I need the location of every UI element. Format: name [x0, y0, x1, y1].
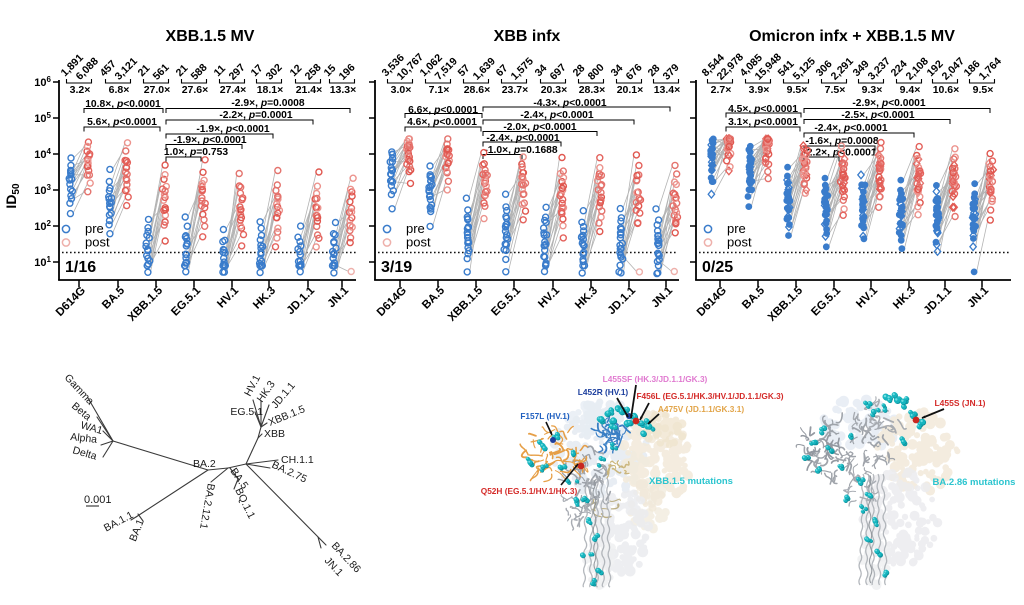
svg-text:1.0×, p=0.753: 1.0×, p=0.753 [164, 147, 228, 158]
svg-text:-2.4×, p<0.0001: -2.4×, p<0.0001 [814, 123, 888, 134]
svg-text:9.3×: 9.3× [862, 84, 883, 96]
svg-text:Alpha: Alpha [70, 431, 98, 446]
svg-text:28.3×: 28.3× [579, 84, 606, 96]
svg-text:5.6×, p<0.0001: 5.6×, p<0.0001 [87, 117, 157, 128]
svg-text:4.5×, p<0.0001: 4.5×, p<0.0001 [728, 104, 798, 115]
svg-text:27.4×: 27.4× [220, 84, 247, 96]
svg-text:-2.2×, p<0.0001: -2.2×, p<0.0001 [803, 148, 877, 159]
svg-text:L452R (HV.1): L452R (HV.1) [578, 387, 629, 397]
svg-text:0.001: 0.001 [84, 494, 112, 506]
svg-text:9.5×: 9.5× [787, 84, 808, 96]
svg-text:Omicron infx + XBB.1.5 MV: Omicron infx + XBB.1.5 MV [749, 28, 955, 45]
svg-text:WA1: WA1 [79, 419, 104, 437]
svg-text:-2.5×, p<0.0001: -2.5×, p<0.0001 [841, 110, 915, 121]
svg-text:-2.4×, p<0.0001: -2.4×, p<0.0001 [520, 110, 594, 121]
svg-text:BA.2.86 mutations: BA.2.86 mutations [933, 477, 1016, 488]
svg-text:pre: pre [406, 221, 425, 236]
svg-text:-1.0×, p=0.1688: -1.0×, p=0.1688 [484, 145, 558, 156]
svg-text:post: post [406, 235, 431, 250]
svg-text:0/25: 0/25 [702, 259, 733, 276]
svg-text:post: post [85, 235, 110, 250]
svg-text:L455SF (HK.3/JD.1.1/GK.3): L455SF (HK.3/JD.1.1/GK.3) [603, 374, 708, 384]
svg-text:-2.4×, p<0.0001: -2.4×, p<0.0001 [486, 133, 560, 144]
svg-text:6.8×: 6.8× [109, 84, 130, 96]
svg-text:-2.9×, p<0.0001: -2.9×, p<0.0001 [852, 98, 926, 109]
svg-text:XBB: XBB [264, 428, 285, 440]
svg-text:-1.6×, p=0.0008: -1.6×, p=0.0008 [805, 136, 879, 147]
svg-text:20.1×: 20.1× [617, 84, 644, 96]
svg-text:Q52H (EG.5.1/HV.1/HK.3): Q52H (EG.5.1/HV.1/HK.3) [481, 486, 578, 496]
svg-text:21.4×: 21.4× [296, 84, 323, 96]
svg-text:A475V (JD.1.1/GK.3.1): A475V (JD.1.1/GK.3.1) [658, 404, 744, 414]
svg-text:9.5×: 9.5× [973, 84, 994, 96]
svg-text:pre: pre [727, 221, 746, 236]
svg-text:EG.5.1: EG.5.1 [230, 406, 263, 418]
svg-text:10.8×, p<0.0001: 10.8×, p<0.0001 [85, 99, 161, 110]
svg-text:20.3×: 20.3× [541, 84, 568, 96]
svg-text:13.4×: 13.4× [654, 84, 681, 96]
svg-text:CH.1.1: CH.1.1 [281, 454, 314, 466]
svg-text:F456L (EG.5.1/HK.3/HV.1/JD.1.1: F456L (EG.5.1/HK.3/HV.1/JD.1.1/GK.3) [636, 391, 783, 401]
svg-text:3.2×: 3.2× [70, 84, 91, 96]
svg-text:6.6×, p<0.0001: 6.6×, p<0.0001 [408, 105, 478, 116]
svg-text:-2.9×, p=0.0008: -2.9×, p=0.0008 [231, 98, 305, 109]
svg-text:XBB.1.5 mutations: XBB.1.5 mutations [649, 476, 733, 487]
svg-text:2.7×: 2.7× [711, 84, 732, 96]
svg-text:XBB.1.5 MV: XBB.1.5 MV [166, 28, 255, 45]
svg-text:7.1×: 7.1× [429, 84, 450, 96]
svg-text:4.6×, p<0.0001: 4.6×, p<0.0001 [407, 117, 477, 128]
svg-text:1/16: 1/16 [65, 259, 96, 276]
svg-text:28.6×: 28.6× [464, 84, 491, 96]
svg-text:L455S (JN.1): L455S (JN.1) [934, 398, 985, 408]
svg-text:3.0×: 3.0× [391, 84, 412, 96]
svg-text:3/19: 3/19 [381, 259, 412, 276]
svg-text:post: post [727, 235, 752, 250]
svg-text:27.6×: 27.6× [182, 84, 209, 96]
svg-text:3.9×: 3.9× [749, 84, 770, 96]
svg-text:3.1×, p<0.0001: 3.1×, p<0.0001 [728, 117, 798, 128]
svg-text:BA.2: BA.2 [193, 458, 216, 470]
svg-text:-4.3×, p<0.0001: -4.3×, p<0.0001 [533, 98, 607, 109]
svg-text:XBB infx: XBB infx [494, 28, 561, 45]
svg-text:7.5×: 7.5× [825, 84, 846, 96]
svg-text:F157L (HV.1): F157L (HV.1) [520, 411, 570, 421]
svg-text:pre: pre [85, 221, 104, 236]
svg-text:-2.0×, p<0.0001: -2.0×, p<0.0001 [503, 122, 577, 133]
svg-text:10.6×: 10.6× [933, 84, 960, 96]
svg-text:27.0×: 27.0× [144, 84, 171, 96]
svg-text:-2.2×, p=0.0001: -2.2×, p=0.0001 [219, 110, 293, 121]
svg-text:-1.9×, p<0.0001: -1.9×, p<0.0001 [173, 135, 247, 146]
svg-text:23.7×: 23.7× [502, 84, 529, 96]
svg-text:18.1×: 18.1× [257, 84, 284, 96]
svg-text:9.4×: 9.4× [900, 84, 921, 96]
svg-text:-1.9×, p<0.0001: -1.9×, p<0.0001 [196, 124, 270, 135]
svg-text:13.3×: 13.3× [330, 84, 357, 96]
